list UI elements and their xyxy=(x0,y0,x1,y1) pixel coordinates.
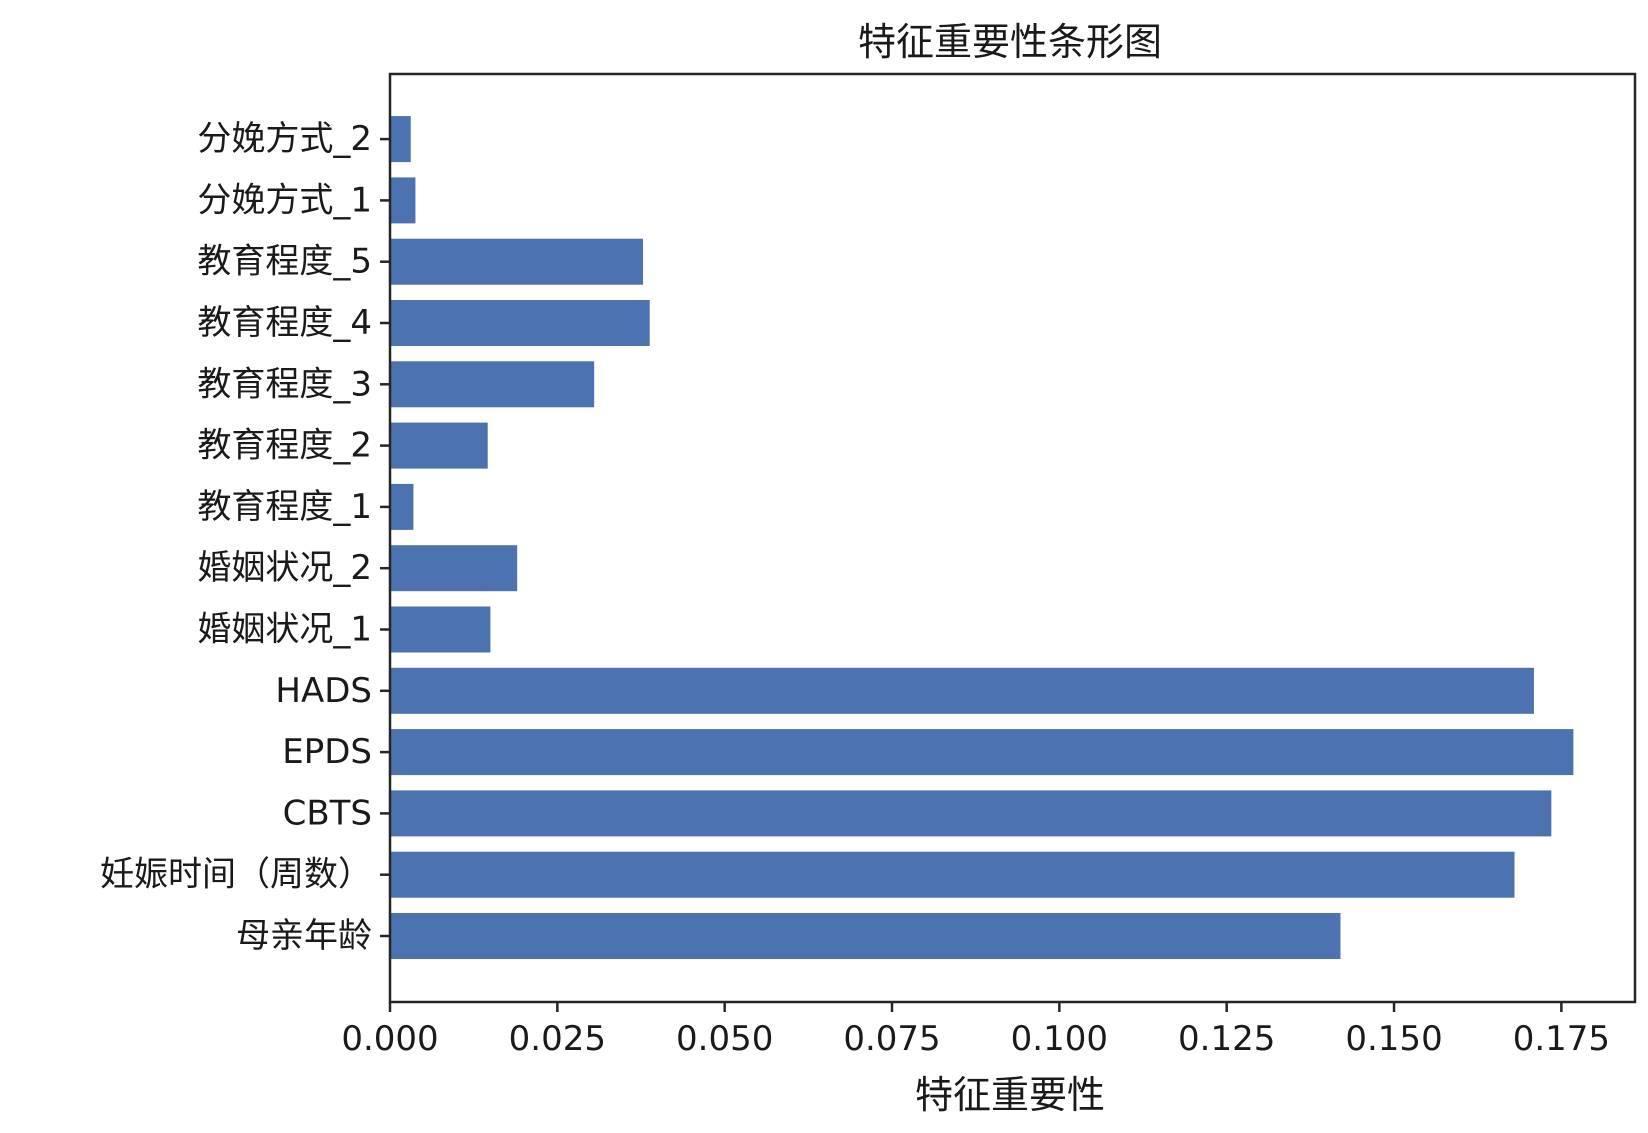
x-axis-ticks: 0.000 0.025 0.050 0.075 0.100 0.125 0.150 0.175 xyxy=(341,1002,1610,1059)
x-tick-label: 0.000 xyxy=(341,1019,438,1059)
bar xyxy=(390,483,414,530)
x-axis-label: 特征重要性 xyxy=(915,1073,1105,1117)
x-tick-label: 0.100 xyxy=(1011,1019,1108,1059)
y-axis-ticks: 母亲年龄 妊娠时间（周数） CBTS EPDS HADS 婚姻状况_1 婚姻状况_2 教育程度… xyxy=(100,119,390,956)
y-tick-label: 教育程度_4 xyxy=(197,303,372,343)
bar xyxy=(390,116,411,163)
bar xyxy=(390,790,1552,837)
y-tick-label: 教育程度_3 xyxy=(197,364,372,404)
bar xyxy=(390,606,491,653)
y-tick-label: 分娩方式_1 xyxy=(197,180,372,220)
y-tick-label: 教育程度_2 xyxy=(197,426,372,466)
bar xyxy=(390,729,1574,776)
y-tick-label: HADS xyxy=(275,671,372,711)
y-tick-label: 教育程度_1 xyxy=(197,487,372,527)
y-tick-label: CBTS xyxy=(283,793,372,833)
y-tick-label: 妊娠时间（周数） xyxy=(100,855,372,895)
x-tick-label: 0.075 xyxy=(843,1019,940,1059)
y-tick-label: 婚姻状况_1 xyxy=(197,610,372,650)
bar xyxy=(390,422,488,469)
bar xyxy=(390,361,595,408)
y-tick-label: 教育程度_5 xyxy=(197,242,372,282)
bar xyxy=(390,177,416,224)
x-tick-label: 0.050 xyxy=(676,1019,773,1059)
x-tick-label: 0.025 xyxy=(509,1019,606,1059)
bars-layer xyxy=(390,116,1574,959)
x-tick-label: 0.150 xyxy=(1345,1019,1442,1059)
x-tick-label: 0.175 xyxy=(1513,1019,1610,1059)
bar xyxy=(390,300,650,346)
y-tick-label: 母亲年龄 xyxy=(236,916,372,956)
plot-frame xyxy=(388,72,1637,1004)
chart-title: 特征重要性条形图 xyxy=(858,20,1162,64)
bar xyxy=(390,851,1515,898)
bar xyxy=(390,913,1341,959)
x-tick-label: 0.125 xyxy=(1178,1019,1275,1059)
y-tick-label: EPDS xyxy=(282,732,372,772)
y-tick-label: 婚姻状况_2 xyxy=(197,548,372,588)
bar xyxy=(390,545,518,592)
y-tick-label: 分娩方式_2 xyxy=(197,119,372,159)
bar xyxy=(390,238,644,285)
bar xyxy=(390,667,1534,714)
